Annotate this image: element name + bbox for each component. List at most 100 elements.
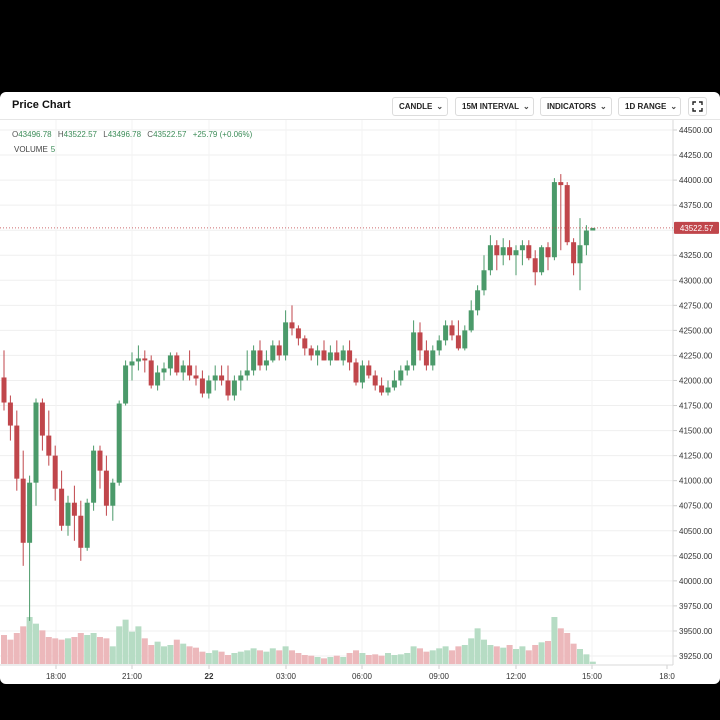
candle-up[interactable] — [404, 365, 410, 371]
candle-up[interactable] — [462, 330, 468, 349]
candle-down[interactable] — [507, 247, 513, 256]
candle-up[interactable] — [551, 182, 557, 258]
candle-down[interactable] — [39, 402, 45, 436]
candle-down[interactable] — [366, 365, 372, 376]
candle-up[interactable] — [443, 325, 449, 341]
candle-up[interactable] — [340, 350, 346, 361]
candle-up[interactable] — [238, 375, 244, 381]
candle-up[interactable] — [500, 247, 506, 256]
candle-down[interactable] — [78, 515, 84, 548]
candle-up[interactable] — [481, 270, 487, 291]
candle-up[interactable] — [27, 482, 33, 543]
candle-down[interactable] — [199, 378, 205, 394]
candle-up[interactable] — [263, 360, 269, 366]
candle-down[interactable] — [71, 502, 77, 516]
candle-up[interactable] — [430, 350, 436, 366]
candle-down[interactable] — [321, 350, 327, 361]
candle-up[interactable] — [251, 350, 257, 371]
candle-down[interactable] — [257, 350, 263, 366]
candle-up[interactable] — [411, 332, 417, 366]
range-dropdown[interactable]: 1D RANGE ⌄ — [618, 97, 681, 116]
candle-up[interactable] — [155, 372, 161, 386]
candle-up[interactable] — [583, 230, 589, 246]
candle-down[interactable] — [334, 352, 340, 361]
candle-up[interactable] — [283, 322, 289, 356]
candle-down[interactable] — [14, 425, 20, 479]
candle-down[interactable] — [526, 245, 532, 259]
candle-down[interactable] — [532, 258, 538, 273]
candle-down[interactable] — [187, 365, 193, 376]
candle-down[interactable] — [372, 375, 378, 386]
candle-down[interactable] — [571, 242, 577, 264]
candle-up[interactable] — [135, 358, 141, 362]
candle-down[interactable] — [148, 360, 154, 386]
candle-down[interactable] — [455, 335, 461, 349]
candle-up[interactable] — [385, 387, 391, 393]
candle-up[interactable] — [539, 247, 545, 273]
candle-up[interactable] — [468, 310, 474, 331]
candle-up[interactable] — [519, 245, 525, 251]
candle-up[interactable] — [110, 482, 116, 506]
indicators-dropdown[interactable]: INDICATORS ⌄ — [540, 97, 612, 116]
chart-type-dropdown[interactable]: CANDLE ⌄ — [392, 97, 448, 116]
candlestick-chart[interactable]: 44500.0044250.0044000.0043750.0043500.00… — [0, 92, 720, 684]
interval-dropdown[interactable]: 15M INTERVAL ⌄ — [455, 97, 534, 116]
candle-up[interactable] — [212, 375, 218, 381]
candle-down[interactable] — [59, 488, 65, 526]
candle-up[interactable] — [33, 402, 39, 483]
candle-down[interactable] — [302, 338, 308, 349]
candle-up[interactable] — [475, 290, 481, 311]
candle-down[interactable] — [46, 435, 52, 456]
candle-down[interactable] — [353, 362, 359, 383]
candle-up[interactable] — [123, 365, 129, 404]
candle-up[interactable] — [167, 355, 173, 369]
candle-down[interactable] — [379, 385, 385, 393]
candle-down[interactable] — [423, 350, 429, 366]
candle-down[interactable] — [308, 348, 314, 356]
candle-up[interactable] — [180, 365, 186, 373]
candle-up[interactable] — [577, 245, 583, 264]
candle-down[interactable] — [295, 328, 301, 339]
candle-up[interactable] — [327, 352, 333, 361]
candle-down[interactable] — [289, 322, 295, 329]
candle-up[interactable] — [590, 227, 596, 231]
candle-down[interactable] — [52, 455, 58, 489]
candle-down[interactable] — [103, 470, 109, 506]
candle-up[interactable] — [84, 502, 90, 548]
candle-down[interactable] — [193, 375, 199, 379]
candle-up[interactable] — [436, 340, 442, 351]
candle-up[interactable] — [161, 368, 167, 373]
candle-up[interactable] — [231, 380, 237, 396]
candle-down[interactable] — [276, 345, 282, 356]
candle-up[interactable] — [116, 403, 122, 483]
candle-down[interactable] — [97, 450, 103, 471]
candle-up[interactable] — [359, 365, 365, 383]
candle-up[interactable] — [398, 370, 404, 381]
candle-down[interactable] — [174, 355, 180, 373]
candle-down[interactable] — [347, 350, 353, 363]
candle-down[interactable] — [545, 247, 551, 258]
candle-down[interactable] — [225, 380, 231, 396]
fullscreen-button[interactable] — [688, 97, 707, 116]
candle-up[interactable] — [487, 245, 493, 271]
candle-up[interactable] — [391, 380, 397, 388]
candle-down[interactable] — [564, 185, 570, 243]
candle-up[interactable] — [315, 350, 321, 356]
candle-down[interactable] — [219, 375, 225, 381]
candle-up[interactable] — [129, 361, 135, 366]
candle-down[interactable] — [417, 332, 423, 351]
candle-down[interactable] — [1, 377, 7, 403]
y-tick-label: 41750.00 — [679, 402, 713, 411]
candle-down[interactable] — [20, 478, 26, 543]
candle-down[interactable] — [142, 358, 148, 361]
candle-up[interactable] — [91, 450, 97, 503]
candle-down[interactable] — [7, 402, 13, 426]
candle-up[interactable] — [513, 250, 519, 256]
candle-down[interactable] — [494, 245, 500, 256]
candle-down[interactable] — [558, 182, 564, 186]
candle-up[interactable] — [244, 370, 250, 376]
candle-up[interactable] — [270, 345, 276, 361]
candle-down[interactable] — [449, 325, 455, 336]
candle-up[interactable] — [206, 380, 212, 394]
candle-up[interactable] — [65, 502, 71, 526]
